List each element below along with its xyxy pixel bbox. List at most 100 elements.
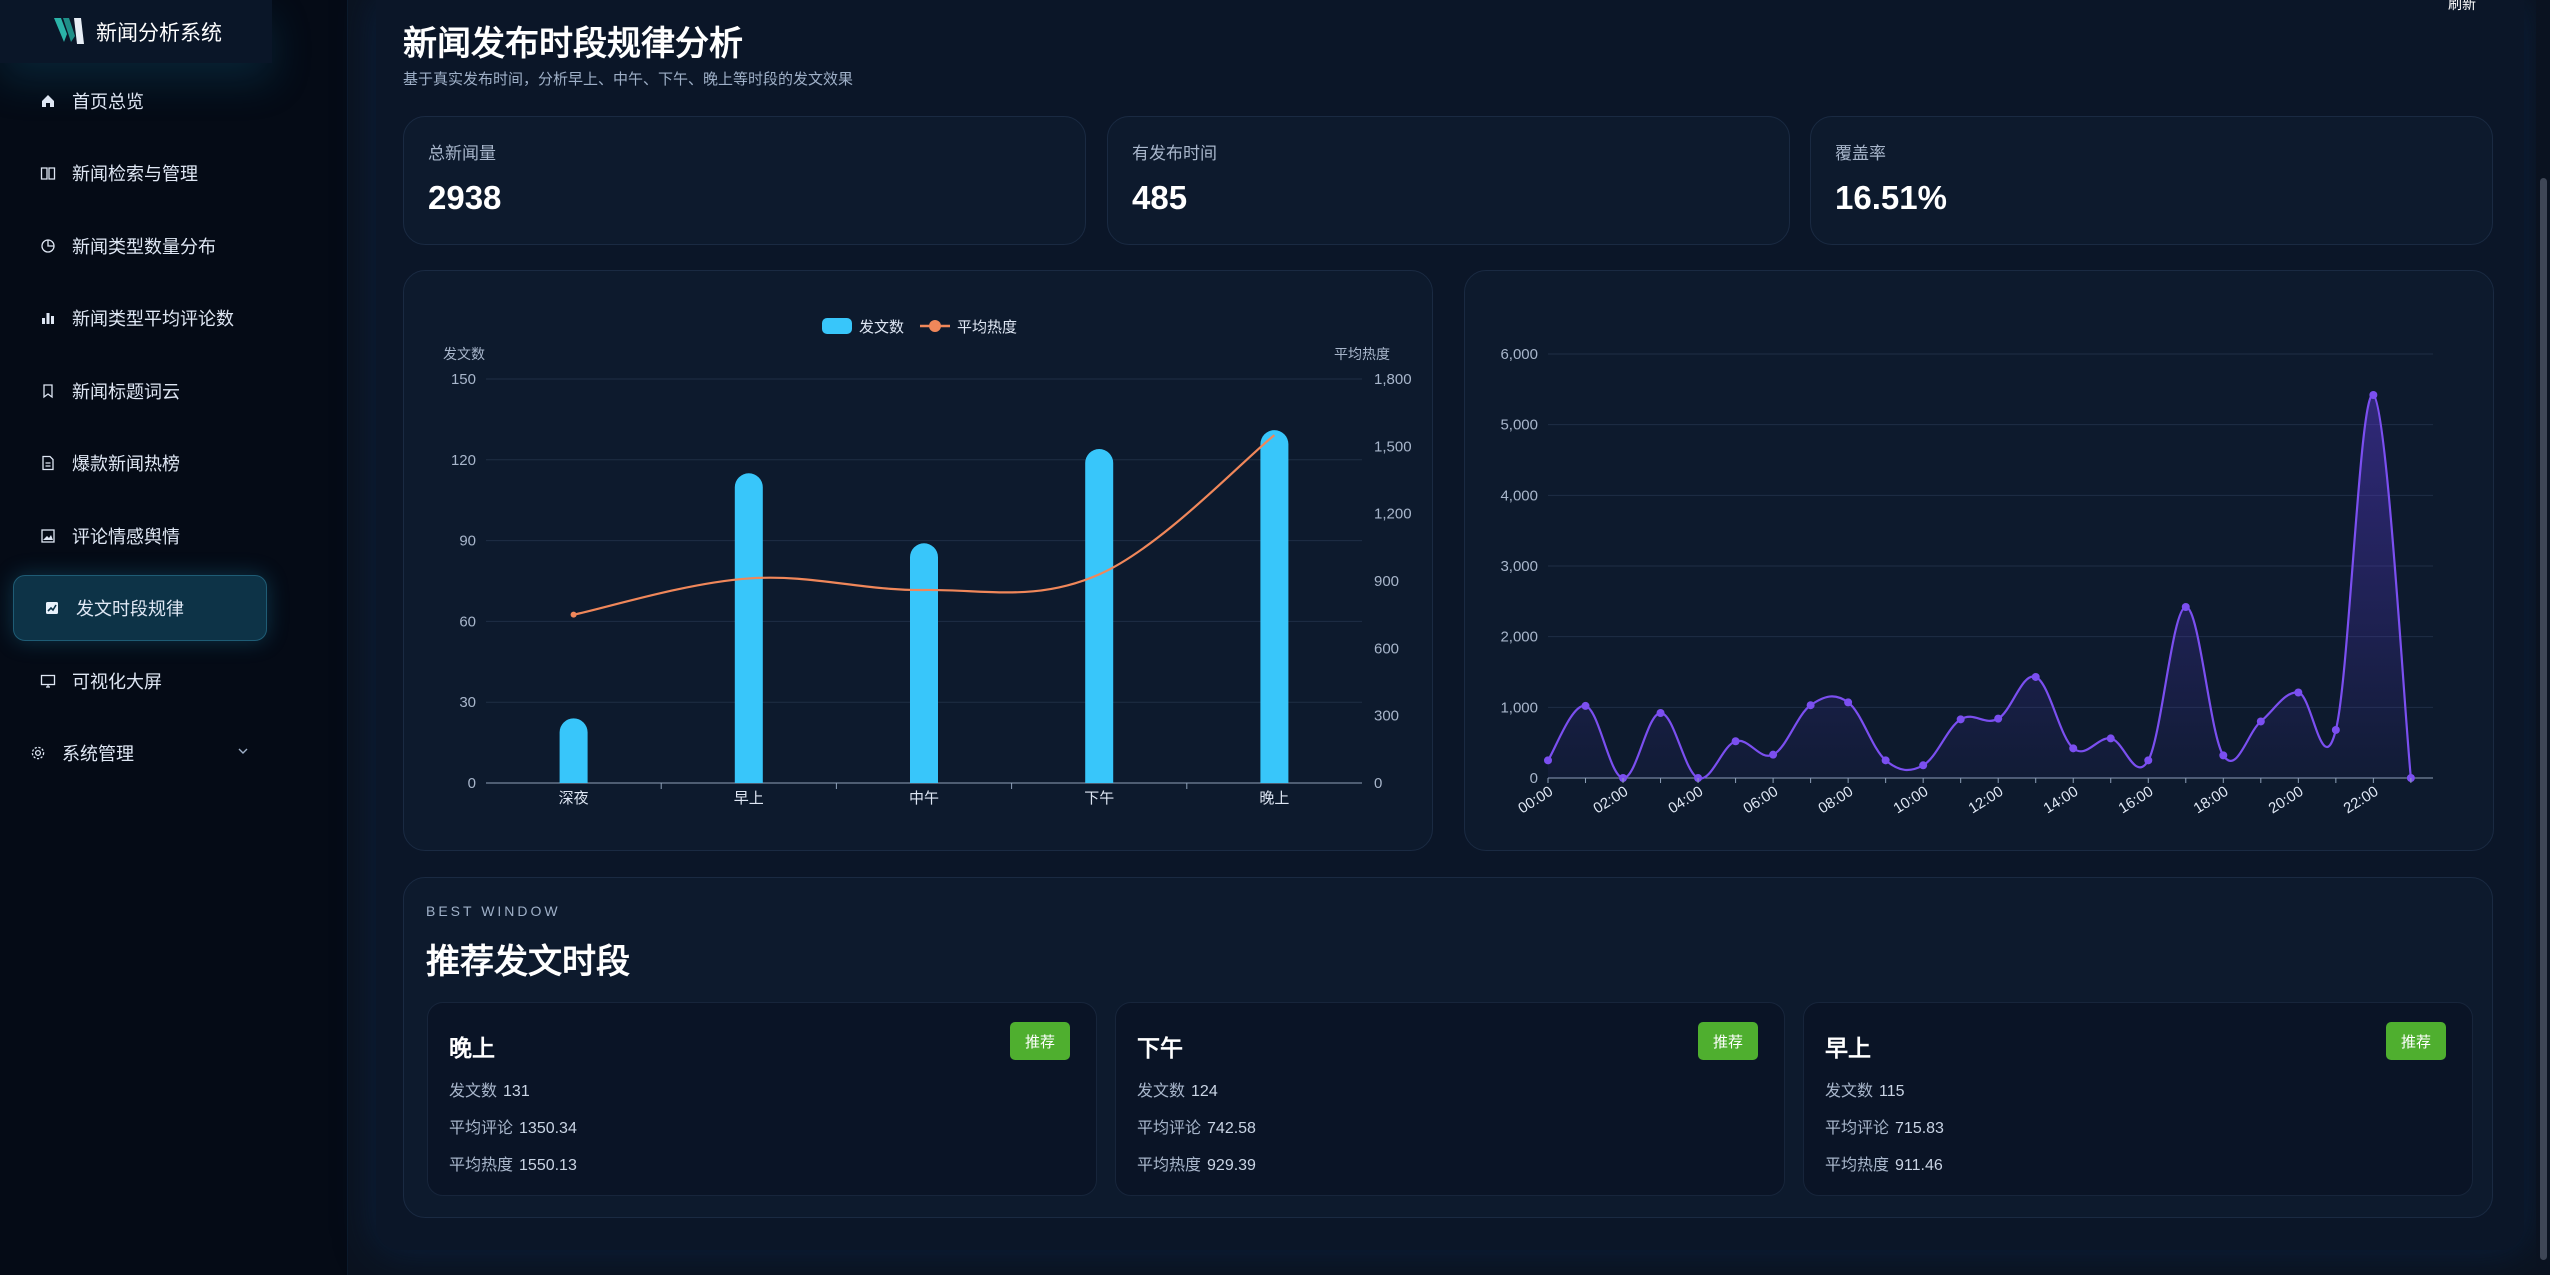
x-tick-label: 早上 bbox=[734, 790, 764, 807]
avg-heat: 平均热度 929.39 bbox=[1137, 1157, 1256, 1174]
hourly-chart: 0 1,000 2,000 3,000 4,000 5,000 6,000 00:00 02:0… bbox=[1500, 346, 2433, 817]
x-tick-label: 14:00 bbox=[2040, 783, 2081, 817]
x-tick-label: 12:00 bbox=[1965, 783, 2006, 817]
x-tick-label: 00:00 bbox=[1515, 783, 1556, 817]
sidebar-item-type-avg-comments[interactable]: 新闻类型平均评论数 bbox=[0, 285, 348, 351]
y-tick-label: 6,000 bbox=[1500, 346, 1538, 363]
y-tick-label: 4,000 bbox=[1500, 487, 1538, 504]
y-right-axis-label: 平均热度 bbox=[1334, 346, 1390, 362]
y-tick-label: 3,000 bbox=[1500, 558, 1538, 575]
y-tick-label: 120 bbox=[451, 452, 476, 469]
scrollbar-thumb[interactable] bbox=[2540, 178, 2547, 1260]
data-point bbox=[2031, 672, 2040, 681]
y-tick-label: 0 bbox=[468, 775, 476, 792]
avg-heat: 平均热度 1550.13 bbox=[449, 1157, 577, 1174]
sidebar-item-news-search[interactable]: 新闻检索与管理 bbox=[0, 140, 348, 206]
period-chart: 0 30 60 90 120 150 0 300 600 900 1,200 1,500 1,800 发文… bbox=[443, 318, 1412, 807]
bar bbox=[734, 473, 763, 783]
trend-chart-icon bbox=[44, 600, 60, 616]
page-title: 新闻发布时段规律分析 bbox=[403, 25, 743, 63]
y-right-tick-label: 0 bbox=[1374, 775, 1382, 792]
stat-card-coverage: 覆盖率 16.51% bbox=[1810, 116, 2493, 245]
data-point bbox=[1544, 756, 1552, 765]
y-tick-label: 30 bbox=[459, 694, 476, 711]
y-tick-label: 5,000 bbox=[1500, 417, 1538, 434]
y-right-tick-label: 1,800 bbox=[1374, 371, 1412, 388]
sidebar-item-label: 系统管理 bbox=[62, 744, 134, 764]
period-name: 晚上 bbox=[449, 1035, 495, 1061]
data-point bbox=[2256, 717, 2265, 726]
data-point bbox=[1731, 737, 1740, 746]
x-tick-label: 20:00 bbox=[2266, 783, 2307, 817]
logo-icon bbox=[54, 18, 84, 44]
sidebar-item-system-management[interactable]: 系统管理 bbox=[0, 720, 348, 786]
bar bbox=[910, 543, 938, 783]
sidebar-item-label: 新闻检索与管理 bbox=[72, 164, 198, 184]
stat-label: 覆盖率 bbox=[1835, 144, 1886, 163]
stat-card-total-news: 总新闻量 2938 bbox=[403, 116, 1086, 245]
monitor-icon bbox=[40, 673, 56, 689]
post-count: 发文数 124 bbox=[1137, 1083, 1218, 1100]
period-name: 早上 bbox=[1825, 1035, 1871, 1061]
y-right-tick-label: 300 bbox=[1374, 708, 1399, 725]
pie-chart-icon bbox=[40, 238, 56, 254]
recommend-badge[interactable]: 推荐 bbox=[1698, 1022, 1758, 1060]
recommend-card-evening: 晚上 推荐 发文数 131 平均评论 1350.34 平均热度 1550.13 bbox=[427, 1002, 1097, 1196]
best-window-kicker: BEST WINDOW bbox=[426, 903, 561, 919]
legend-label: 平均热度 bbox=[957, 319, 1017, 336]
x-tick-label: 06:00 bbox=[1740, 783, 1781, 817]
book-icon bbox=[40, 165, 56, 181]
sidebar-item-home[interactable]: 首页总览 bbox=[0, 68, 348, 134]
recommend-badge[interactable]: 推荐 bbox=[2386, 1022, 2446, 1060]
y-tick-label: 1,000 bbox=[1500, 699, 1538, 716]
x-tick-label: 02:00 bbox=[1590, 783, 1631, 817]
x-tick-label: 下午 bbox=[1084, 790, 1114, 807]
y-tick-label: 150 bbox=[451, 371, 476, 388]
data-point bbox=[2106, 734, 2115, 743]
x-tick-label: 04:00 bbox=[1665, 783, 1706, 817]
app-logo[interactable]: 新闻分析系统 bbox=[0, 0, 272, 63]
home-icon bbox=[40, 93, 56, 109]
refresh-button[interactable]: 刷新 bbox=[2448, 0, 2476, 12]
sidebar-item-label: 发文时段规律 bbox=[76, 599, 184, 619]
line-series bbox=[573, 434, 1276, 616]
data-point bbox=[2369, 390, 2378, 399]
data-point bbox=[1956, 715, 1965, 724]
sidebar-item-hot-news[interactable]: 爆款新闻热榜 bbox=[0, 430, 348, 496]
y-right-tick-label: 900 bbox=[1374, 573, 1399, 590]
sidebar-item-publish-time[interactable]: 发文时段规律 bbox=[13, 575, 267, 641]
x-tick-label: 10:00 bbox=[1890, 783, 1931, 817]
chevron-down-icon[interactable] bbox=[236, 744, 250, 758]
data-point bbox=[1581, 701, 1590, 710]
data-point bbox=[1881, 756, 1890, 765]
recommend-badge[interactable]: 推荐 bbox=[1010, 1022, 1070, 1060]
data-point bbox=[1656, 708, 1665, 717]
line-point bbox=[570, 611, 577, 618]
recommend-card-morning: 早上 推荐 发文数 115 平均评论 715.83 平均热度 911.46 bbox=[1803, 1002, 2473, 1196]
stat-value: 16.51% bbox=[1835, 179, 1947, 216]
data-point bbox=[1769, 750, 1778, 759]
sidebar-item-sentiment[interactable]: 评论情感舆情 bbox=[0, 503, 348, 569]
bar bbox=[559, 718, 588, 783]
image-icon bbox=[40, 528, 56, 544]
stat-card-with-publish-time: 有发布时间 485 bbox=[1107, 116, 1790, 245]
y-tick-label: 90 bbox=[459, 533, 476, 550]
sidebar-item-word-cloud[interactable]: 新闻标题词云 bbox=[0, 358, 348, 424]
data-point bbox=[2331, 725, 2340, 734]
data-point bbox=[2294, 688, 2303, 697]
document-icon bbox=[40, 455, 56, 471]
data-point bbox=[2069, 744, 2078, 753]
app-title: 新闻分析系统 bbox=[96, 21, 222, 45]
x-tick-label: 晚上 bbox=[1259, 790, 1289, 807]
sidebar-item-dashboard-screen[interactable]: 可视化大屏 bbox=[0, 648, 348, 714]
sidebar-item-type-distribution[interactable]: 新闻类型数量分布 bbox=[0, 213, 348, 279]
stat-label: 总新闻量 bbox=[428, 144, 496, 163]
stat-label: 有发布时间 bbox=[1132, 144, 1217, 163]
y-axis-label: 发文数 bbox=[443, 346, 485, 362]
bar bbox=[1085, 449, 1114, 783]
avg-comments: 平均评论 715.83 bbox=[1825, 1120, 1944, 1137]
best-window-title: 推荐发文时段 bbox=[426, 943, 630, 981]
sidebar: 新闻分析系统 首页总览 新闻检索与管理 新闻类型数量分布 新闻类型平均评论数 新… bbox=[0, 0, 348, 1275]
data-point bbox=[1844, 698, 1853, 707]
y-right-tick-label: 1,500 bbox=[1374, 438, 1412, 455]
